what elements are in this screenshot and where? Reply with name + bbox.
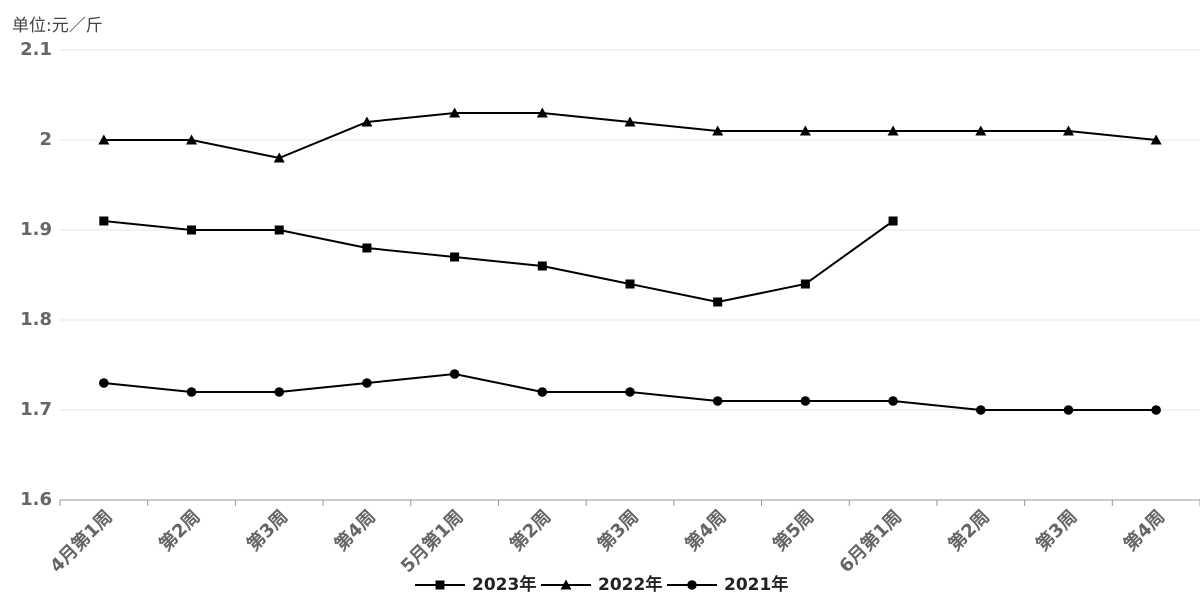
y-tick-label: 1.8 — [20, 309, 52, 330]
x-tick-label: 6月第1周 — [835, 506, 906, 577]
legend: 2023年 2022年 2021年 — [415, 574, 788, 595]
y-tick-label: 2.1 — [20, 39, 52, 60]
x-tick-label: 第4周 — [1119, 506, 1169, 556]
x-tick-label: 4月第1周 — [45, 506, 116, 577]
marker — [888, 216, 898, 226]
marker — [800, 279, 810, 289]
series-line — [103, 220, 894, 304]
marker — [625, 387, 635, 397]
marker — [99, 216, 109, 226]
y-tick-label: 1.9 — [20, 219, 52, 240]
marker — [536, 107, 548, 118]
marker — [99, 378, 109, 388]
x-tick-label: 5月第1周 — [396, 506, 467, 577]
marker — [712, 396, 723, 406]
marker — [799, 125, 811, 136]
x-tick-label: 第3周 — [1032, 506, 1082, 556]
marker — [624, 116, 636, 127]
marker — [435, 580, 445, 590]
marker — [800, 396, 811, 406]
marker — [975, 125, 987, 136]
marker — [362, 243, 372, 253]
marker — [449, 369, 460, 379]
x-tick-label: 第2周 — [944, 506, 994, 556]
marker — [975, 405, 986, 415]
x-tick-label: 第2周 — [155, 506, 205, 556]
marker — [450, 252, 460, 262]
x-tick-label: 第4周 — [681, 506, 731, 556]
marker — [687, 580, 697, 590]
marker — [362, 378, 372, 388]
y-tick-label: 1.6 — [20, 489, 52, 510]
marker — [713, 297, 723, 307]
y-tick-label: 2 — [39, 129, 52, 150]
legend-label: 2022年 — [598, 574, 662, 595]
marker — [1151, 405, 1161, 415]
marker — [274, 225, 284, 235]
legend-label: 2023年 — [472, 574, 536, 595]
x-tick-label: 第3周 — [593, 506, 643, 556]
marker — [887, 125, 899, 136]
marker — [361, 116, 373, 127]
marker — [888, 396, 898, 406]
marker — [625, 279, 635, 289]
marker — [186, 387, 197, 397]
marker — [98, 134, 110, 145]
marker — [186, 134, 198, 145]
x-tick-label: 第2周 — [506, 506, 556, 556]
marker — [560, 579, 572, 590]
x-tick-label: 第5周 — [769, 506, 819, 556]
marker — [273, 152, 285, 163]
marker — [274, 387, 285, 397]
x-tick-label: 第3周 — [242, 506, 292, 556]
marker — [1063, 405, 1074, 415]
marker — [1062, 125, 1074, 136]
marker — [449, 107, 461, 118]
marker — [537, 261, 547, 271]
marker — [1150, 134, 1162, 145]
y-tick-label: 1.7 — [20, 399, 52, 420]
marker — [537, 387, 548, 397]
legend-label: 2021年 — [724, 574, 788, 595]
x-tick-label: 第4周 — [330, 506, 380, 556]
marker — [712, 125, 724, 136]
marker — [187, 225, 197, 235]
unit-label: 单位:元／斤 — [12, 16, 103, 36]
